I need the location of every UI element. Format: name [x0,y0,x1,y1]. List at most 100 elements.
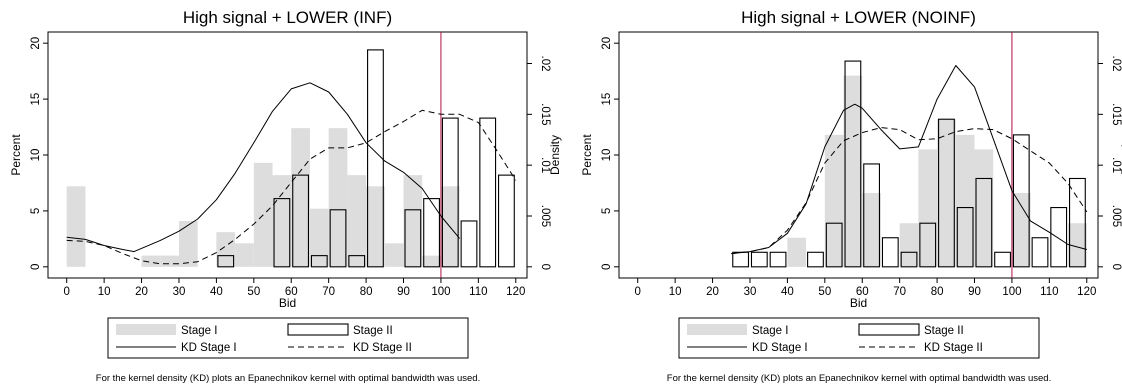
y2-tick-label: .005 [539,205,551,227]
stage1-bar [347,175,367,267]
x-tick-label: 120 [1077,286,1096,298]
x-tick-label: 20 [706,286,719,298]
legend-label-kd1: KD Stage I [752,342,808,354]
stage1-bar [216,232,236,267]
y-tick-label: 0 [30,264,42,270]
x-axis-label: Bid [279,296,296,310]
y-tick-label: 10 [30,149,42,162]
stage2-bar [292,174,310,268]
stage2-bar [460,220,478,268]
y2-tick-label: .01 [539,157,551,173]
x-tick-label: 0 [64,286,70,298]
stage2-bar [769,251,787,268]
x-tick-label: 110 [469,286,487,298]
stage2-bar [750,251,768,268]
legend-label-kd1: KD Stage I [181,342,237,354]
x-tick-label: 10 [669,286,682,298]
x-tick-label: 10 [98,286,111,298]
stage2-bar [273,198,291,268]
y2-tick-label: .01 [1110,157,1122,173]
stage2-bar [732,251,750,268]
y2-tick-label: 0 [539,264,551,270]
legend-label-stage1: Stage I [181,325,217,337]
stage2-bar [1050,207,1068,268]
legend-label-stage2: Stage II [353,325,393,337]
x-tick-label: 80 [360,286,373,298]
stage2-bar [310,255,328,268]
stage1-bar [862,193,881,267]
legend-label-stage2: Stage II [924,325,964,337]
x-tick-label: 60 [285,286,298,298]
footnote: For the kernel density (KD) plots an Epa… [96,373,480,384]
legend-swatch-stage2 [287,323,349,336]
stage1-bar [309,208,329,267]
stage2-bar [441,117,459,268]
y2-tick-label: .015 [1110,103,1122,125]
kd-stage1-line [731,65,1087,255]
x-tick-label: 70 [322,286,335,298]
stage2-bar [938,118,955,268]
x-tick-label: 30 [173,286,186,298]
kd-stage1-line [66,82,460,253]
y-tick-label: 5 [601,208,613,214]
chart-title: High signal + LOWER (INF) [183,8,392,27]
stage1-bar [937,119,956,267]
legend-label-kd2: KD Stage II [353,342,412,354]
y2-tick-label: .02 [1110,56,1122,72]
stage1-bar [291,128,310,267]
stage2-bar [1069,177,1086,268]
y-tick-label: 20 [30,37,42,50]
y2-axis-label: Density [1119,135,1122,175]
stage2-bar [975,177,993,268]
stage1-bar [974,149,994,267]
x-tick-label: 20 [135,286,148,298]
stage1-bar [422,255,441,267]
legend-swatch-stage1 [687,324,747,335]
stage1-bar [366,186,385,267]
legend-swatch-stage2 [858,323,920,336]
x-tick-label: 50 [818,286,831,298]
stage2-bar [329,209,347,268]
legend-label-kd2: KD Stage II [924,342,983,354]
stage2-bar [1012,134,1030,268]
y2-axis-label: Density [548,135,562,175]
y-tick-label: 20 [601,37,613,50]
x-tick-label: 70 [893,286,906,298]
y2-tick-label: .005 [1110,205,1122,227]
x-tick-label: 60 [856,286,869,298]
x-tick-label: 90 [397,286,410,298]
stage1-bar [235,243,254,267]
y-tick-label: 15 [30,93,42,106]
stage1-bar [66,186,86,267]
stage2-bar [479,117,497,268]
stage2-bar [900,251,918,268]
stage1-bar [1068,223,1087,267]
x-tick-label: 40 [210,286,223,298]
x-tick-label: 90 [968,286,981,298]
x-tick-label: 110 [1040,286,1058,298]
stage1-bar [1011,193,1031,267]
stage2-bar [217,255,235,268]
stage2-bar [844,60,862,268]
stage1-bar [141,255,161,267]
stage2-bar [825,222,843,268]
stage2-bar [919,222,937,268]
x-tick-label: 50 [247,286,260,298]
stage2-bar [1031,237,1049,268]
stage1-bar [272,175,292,267]
stage1-bar [178,220,198,267]
kd-stage2-line [66,109,517,265]
footnote: For the kernel density (KD) plots an Epa… [667,373,1051,384]
x-tick-label: 40 [781,286,794,298]
stage1-bar [843,75,863,267]
stage1-bar [824,134,844,267]
stage1-bar [955,134,975,267]
legend-label-stage1: Stage I [752,325,788,337]
y-axis-label: Percent [580,134,594,176]
y2-tick-label: 0 [1110,264,1122,270]
y2-tick-label: .015 [539,103,551,125]
x-tick-label: 100 [431,286,450,298]
stage2-bar [404,209,422,268]
kd-stage2-line [731,127,1088,255]
